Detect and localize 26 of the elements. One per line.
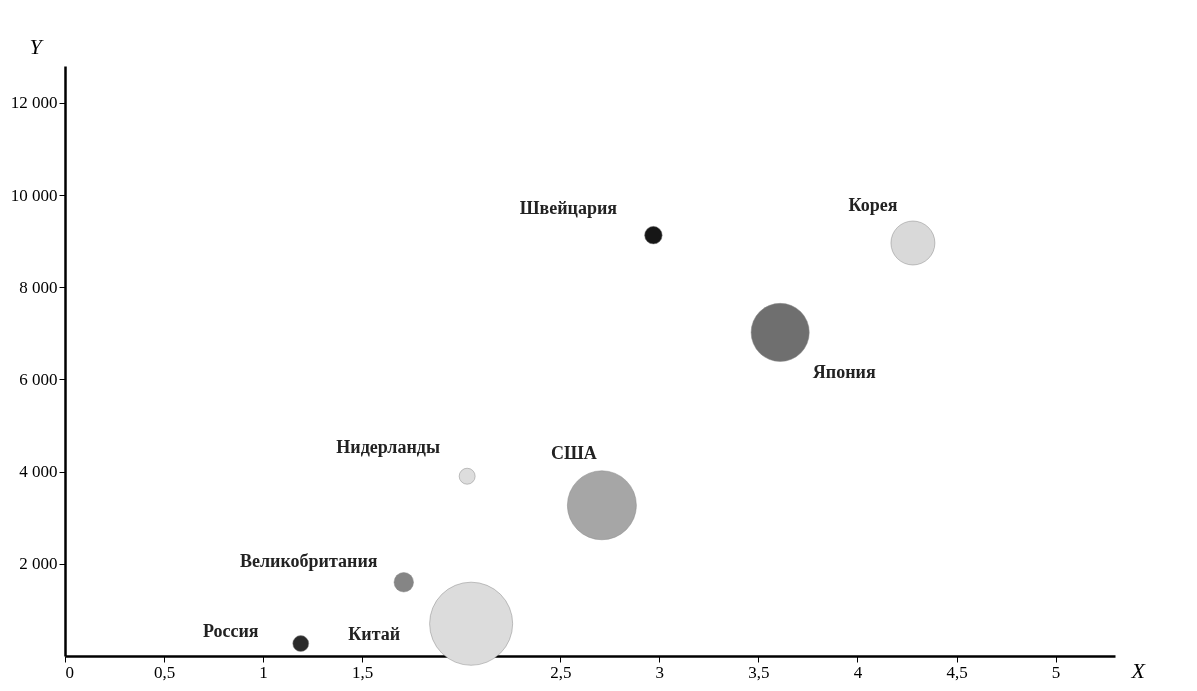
y-tick-label: 4 000 [19, 462, 58, 482]
x-tick-label: 3 [655, 662, 665, 682]
series-label: Япония [812, 362, 876, 383]
x-tick-label: 1 [259, 662, 268, 682]
x-tick-label: 2,5 [550, 662, 572, 682]
y-tick-label: 2 000 [19, 554, 58, 574]
x-tick-label: 3,5 [748, 662, 770, 682]
x-tick-label: 5 [1051, 662, 1061, 682]
x-tick-label: 0,5 [153, 662, 176, 682]
y-tick-label: 12 000 [10, 93, 58, 113]
series-label: США [551, 443, 597, 464]
y-tick-label: 10 000 [10, 185, 58, 205]
x-axis-title: X [1130, 657, 1147, 683]
series-label: Китай [348, 623, 401, 644]
series-label: Россия [202, 620, 259, 641]
x-tick-label: 4,5 [946, 662, 968, 682]
y-axis-title: Y [29, 33, 45, 59]
x-tick-label: 4 [853, 662, 863, 682]
series-label: Нидерланды [336, 437, 441, 458]
x-tick-label: 0 [65, 662, 74, 682]
x-tick-label: 1,5 [352, 662, 374, 682]
series-label: Великобритания [240, 551, 378, 572]
series-label: Швейцария [519, 198, 618, 219]
y-tick-label: 8 000 [19, 277, 58, 297]
y-tick-label: 6 000 [19, 369, 58, 389]
series-label: Корея [848, 195, 898, 215]
